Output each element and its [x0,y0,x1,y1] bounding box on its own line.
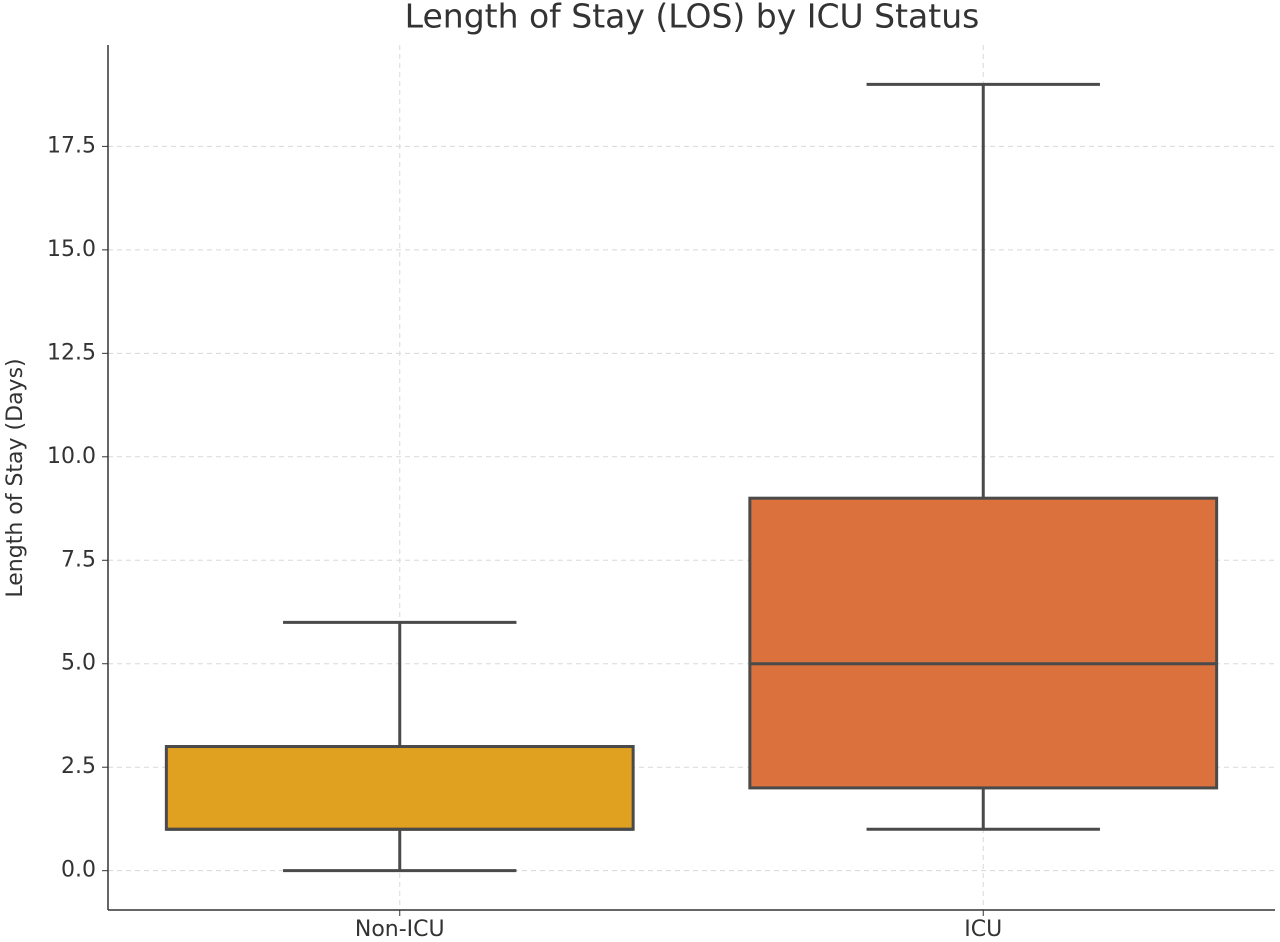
y-tick-label: 12.5 [47,340,96,365]
y-tick-label: 0.0 [61,858,96,883]
y-tick-label: 2.5 [61,754,96,779]
box [748,496,1219,790]
y-tick-label: 17.5 [47,133,96,158]
chart-title: Length of Stay (LOS) by ICU Status [405,0,980,36]
y-tick-label: 15.0 [47,237,96,262]
y-axis-label: Length of Stay (Days) [3,358,28,597]
x-tick-label: ICU [964,917,1002,942]
y-tick-label: 10.0 [47,444,96,469]
box [164,745,635,831]
y-tick-label: 5.0 [61,651,96,676]
x-tick-label: Non-ICU [355,917,445,942]
y-tick-label: 7.5 [61,547,96,572]
